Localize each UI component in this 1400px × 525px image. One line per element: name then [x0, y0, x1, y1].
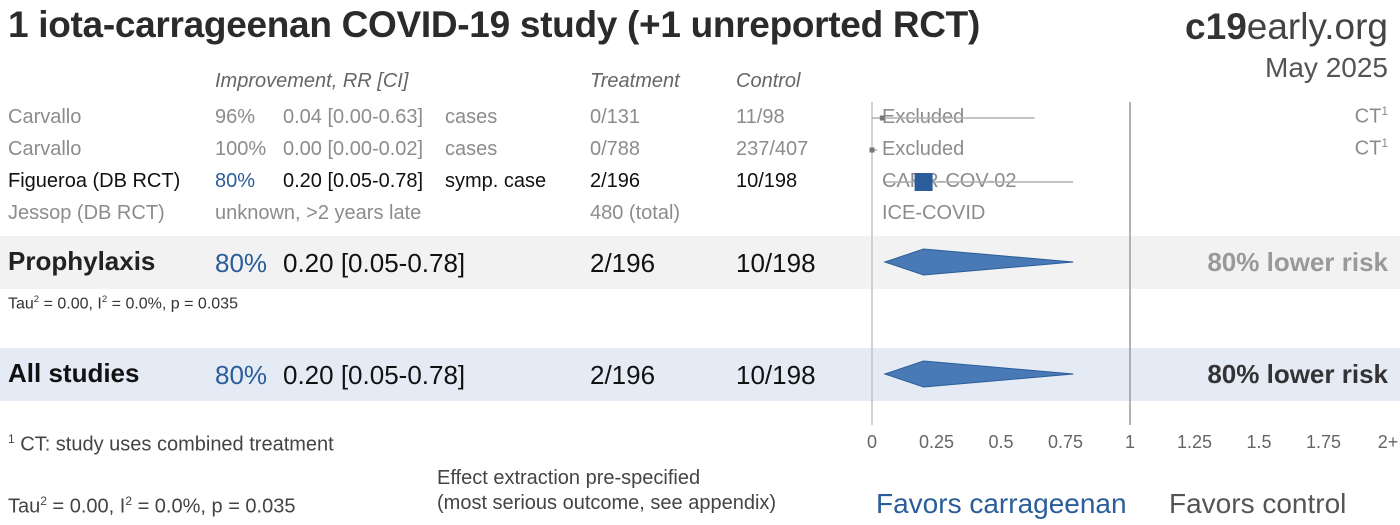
plot-marks — [869, 115, 1074, 388]
study-treatment: 0/788 — [590, 138, 641, 160]
summary-name: All studies — [8, 358, 140, 388]
study-outcome: cases — [445, 138, 498, 160]
study-improvement: unknown, >2 years late — [215, 202, 422, 224]
study-name: Jessop (DB RCT) — [8, 202, 165, 224]
summary-treatment: 2/196 — [590, 248, 656, 278]
x-tick-label: 0.5 — [988, 432, 1013, 452]
study-note: CT1 — [1354, 104, 1388, 128]
x-tick-label: 1.25 — [1177, 432, 1212, 452]
summary-treatment: 2/196 — [590, 360, 656, 390]
study-name: Carvallo — [8, 138, 82, 160]
study-improvement: 80% — [215, 170, 256, 192]
study-improvement: 100% — [215, 138, 267, 160]
page-title: 1 iota-carrageenan COVID-19 study (+1 un… — [8, 4, 981, 45]
all-studies-band — [0, 348, 1400, 401]
summary-control: 10/198 — [736, 360, 816, 390]
favors-right-label: Favors control — [1169, 488, 1347, 519]
study-rr-ci: 0.00 [0.00-0.02] — [283, 138, 424, 160]
x-tick-label: 2+ — [1378, 432, 1399, 452]
x-tick-label: 0 — [867, 432, 877, 452]
study-control: 11/98 — [736, 106, 785, 128]
study-control: 10/198 — [736, 170, 798, 192]
x-tick-label: 0.25 — [919, 432, 954, 452]
summary-rr-ci: 0.20 [0.05-0.78] — [283, 248, 466, 278]
summary-risk: 80% lower risk — [1207, 359, 1388, 389]
extraction-note-line: (most serious outcome, see appendix) — [437, 492, 777, 514]
summary-risk: 80% lower risk — [1207, 247, 1388, 277]
brand-logo: c19early.org — [1185, 6, 1388, 47]
point-marker — [914, 173, 933, 191]
summary-stats: Tau2 = 0.00, I2 = 0.0%, p = 0.035 — [8, 294, 238, 313]
study-plot-label: ICE-COVID — [882, 202, 986, 224]
study-name: Figueroa (DB RCT) — [8, 170, 181, 192]
summary-improvement: 80% — [215, 248, 268, 278]
study-note: CT1 — [1354, 136, 1388, 160]
study-rr-ci: 0.20 [0.05-0.78] — [283, 170, 424, 192]
summary-improvement: 80% — [215, 360, 268, 390]
study-rr-ci: 0.04 [0.00-0.63] — [283, 106, 424, 128]
summary-name: Prophylaxis — [8, 246, 156, 276]
study-plot-label: Excluded — [882, 138, 965, 160]
summary-control: 10/198 — [736, 248, 816, 278]
favors-left-label: Favors carrageenan — [876, 488, 1127, 519]
study-improvement: 96% — [215, 106, 256, 128]
header-control: Control — [736, 70, 801, 92]
date-label: May 2025 — [1265, 52, 1388, 83]
summary-diamond — [883, 248, 1074, 276]
prophylaxis-band — [0, 236, 1400, 289]
header-treatment: Treatment — [590, 70, 680, 92]
axis-layer — [871, 102, 1131, 425]
header-improvement: Improvement, RR [CI] — [215, 70, 409, 92]
study-control: 237/407 — [736, 138, 809, 160]
study-plot-label: Excluded — [882, 106, 965, 128]
x-tick-label: 1 — [1125, 432, 1135, 452]
extraction-note-line: Effect extraction pre-specified — [437, 467, 701, 489]
study-treatment: 480 (total) — [590, 202, 681, 224]
summary-rr-ci: 0.20 [0.05-0.78] — [283, 360, 466, 390]
x-tick-label: 1.75 — [1306, 432, 1341, 452]
x-tick-label: 0.75 — [1048, 432, 1083, 452]
point-marker — [879, 115, 885, 121]
footnote: 1 CT: study uses combined treatment — [8, 432, 334, 456]
study-name: Carvallo — [8, 106, 82, 128]
summary-diamond — [883, 360, 1074, 388]
overall-stats: Tau2 = 0.00, I2 = 0.0%, p = 0.035 — [8, 494, 296, 518]
point-marker — [869, 147, 875, 153]
study-outcome: cases — [445, 106, 498, 128]
study-treatment: 0/131 — [590, 106, 641, 128]
x-tick-label: 1.5 — [1246, 432, 1271, 452]
study-treatment: 2/196 — [590, 170, 641, 192]
study-outcome: symp. case — [445, 170, 547, 192]
tick-labels: 0 0.25 0.5 0.75 1 1.25 1.5 1.75 2+ — [867, 432, 1398, 452]
